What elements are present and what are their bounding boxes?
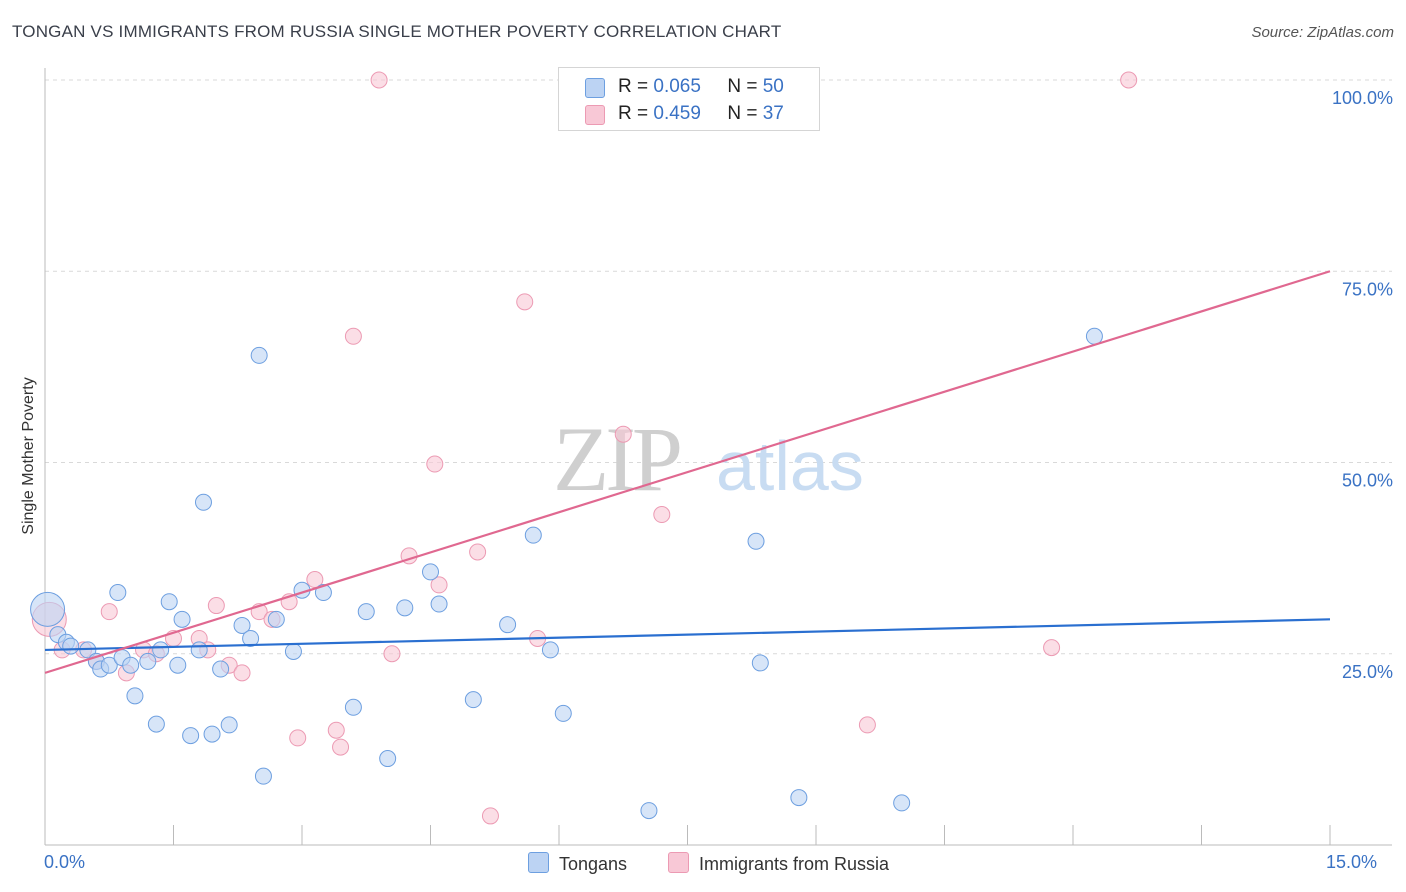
y-tick-label: 50.0% (1342, 471, 1393, 491)
point-tongans-15 (160, 593, 178, 611)
point-tongans-33 (357, 603, 375, 621)
point-tongans-3 (62, 637, 80, 655)
point-tongans-46 (790, 789, 808, 807)
point-tongans-23 (220, 716, 238, 734)
point-russia-32 (653, 506, 671, 524)
point-tongans-27 (254, 767, 272, 785)
legend-r-label: R = (618, 76, 649, 97)
legend-label-tongans: Tongans (559, 854, 628, 874)
point-russia-25 (426, 455, 444, 473)
point-russia-21 (344, 327, 362, 345)
trend-line-tongans (44, 618, 1331, 652)
point-tongans-22 (212, 660, 230, 678)
point-russia-35 (1043, 639, 1061, 657)
point-tongans-43 (640, 802, 658, 820)
trend-lines (44, 270, 1331, 674)
point-tongans-7 (100, 656, 118, 674)
legend-swatch-russia (668, 852, 689, 873)
point-russia-19 (327, 721, 345, 739)
point-tongans-13 (147, 715, 165, 733)
legend-n-tongans: 50 (762, 76, 784, 97)
legend-swatch-tongans (528, 852, 549, 873)
legend-item-tongans: Tongans (528, 852, 627, 875)
legend-swatch-tongans (585, 78, 605, 98)
point-russia-13 (233, 664, 251, 682)
point-tongans-21 (203, 725, 221, 743)
point-tongans-18 (182, 727, 200, 745)
point-tongans-16 (169, 656, 187, 674)
point-tongans-14 (152, 641, 170, 659)
point-tongans-20 (194, 493, 212, 511)
y-tick-label: 100.0% (1332, 88, 1393, 108)
gridlines (45, 79, 1392, 655)
legend-r-tongans: 0.065 (653, 76, 701, 97)
point-russia-28 (481, 807, 499, 825)
legend-r-label: R = (618, 103, 649, 124)
point-tongans-32 (344, 698, 362, 716)
point-tongans-29 (284, 642, 302, 660)
watermark: ZIP atlas (553, 408, 864, 510)
legend-n-russia: 37 (762, 103, 784, 124)
point-russia-36 (1120, 71, 1138, 89)
point-tongans-12 (139, 652, 157, 670)
y-tick-label: 75.0% (1342, 279, 1393, 299)
point-tongans-17 (173, 610, 191, 628)
point-russia-17 (289, 729, 307, 747)
point-tongans-25 (242, 629, 260, 647)
point-tongans-28 (267, 610, 285, 628)
point-tongans-24 (233, 616, 251, 634)
point-tongans-42 (554, 704, 572, 722)
y-tick-label: 25.0% (1342, 662, 1393, 682)
point-tongans-40 (524, 526, 542, 544)
legend-n-label: N = (727, 103, 758, 124)
point-tongans-38 (464, 691, 482, 709)
point-tongans-34 (379, 750, 397, 768)
point-russia-23 (383, 645, 401, 663)
point-tongans-36 (422, 563, 439, 581)
point-russia-34 (858, 716, 876, 734)
point-russia-29 (516, 293, 534, 311)
point-tongans-11 (126, 687, 144, 705)
chart-title: TONGAN VS IMMIGRANTS FROM RUSSIA SINGLE … (12, 22, 782, 41)
y-tick-labels: 25.0% 50.0% 75.0% 100.0% (1332, 88, 1393, 682)
x-tick-min: 0.0% (44, 852, 86, 872)
point-russia-26 (430, 576, 448, 594)
point-tongans-37 (430, 595, 448, 613)
point-tongans-35 (396, 599, 414, 617)
trend-line-russia (44, 270, 1331, 674)
point-tongans-45 (751, 654, 769, 672)
x-tick-max: 15.0% (1326, 852, 1378, 872)
axes (44, 68, 1392, 846)
legend-n-label: N = (727, 76, 758, 97)
point-russia-22 (370, 71, 388, 89)
point-russia-11 (207, 597, 225, 615)
point-russia-31 (614, 425, 632, 443)
point-russia-20 (332, 738, 350, 756)
correlation-legend: R = 0.065 N = 50 R = 0.459 N = 37 (558, 67, 820, 131)
legend-swatch-russia (585, 105, 605, 125)
point-tongans-8 (109, 584, 127, 602)
point-russia-4 (100, 603, 118, 621)
point-tongans-48 (1085, 327, 1103, 345)
point-tongans-0 (30, 591, 66, 627)
source-label: Source: ZipAtlas.com (1251, 24, 1394, 41)
watermark-atlas: atlas (716, 427, 864, 505)
legend-label-russia: Immigrants from Russia (699, 854, 890, 874)
point-tongans-41 (541, 641, 559, 659)
point-russia-27 (469, 543, 487, 561)
point-tongans-39 (499, 616, 517, 634)
legend-r-russia: 0.459 (653, 103, 701, 124)
point-tongans-19 (190, 641, 208, 659)
legend-item-russia: Immigrants from Russia (668, 852, 889, 875)
point-tongans-47 (893, 794, 911, 812)
point-tongans-44 (747, 532, 765, 550)
point-tongans-10 (122, 656, 140, 674)
point-tongans-26 (250, 346, 268, 364)
point-tongans-31 (314, 584, 332, 602)
